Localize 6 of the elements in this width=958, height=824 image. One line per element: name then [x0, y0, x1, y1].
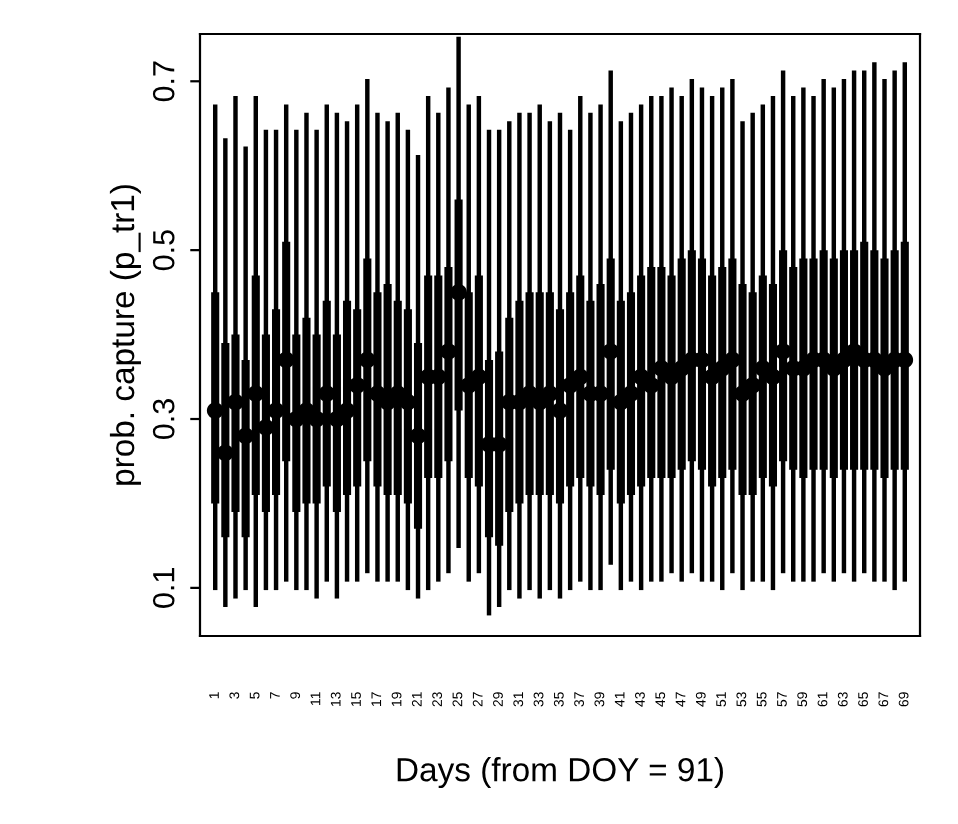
y-tick-label: 0.5 — [152, 230, 175, 271]
y-tick-label: 0.7 — [152, 61, 175, 102]
y-axis-title: prob. capture (p_tr1) — [109, 185, 141, 485]
y-tick-label: 0.1 — [152, 568, 175, 608]
x-axis-title: Days (from DOY = 91) — [397, 757, 723, 789]
y-tick-label: 0.3 — [152, 399, 175, 440]
